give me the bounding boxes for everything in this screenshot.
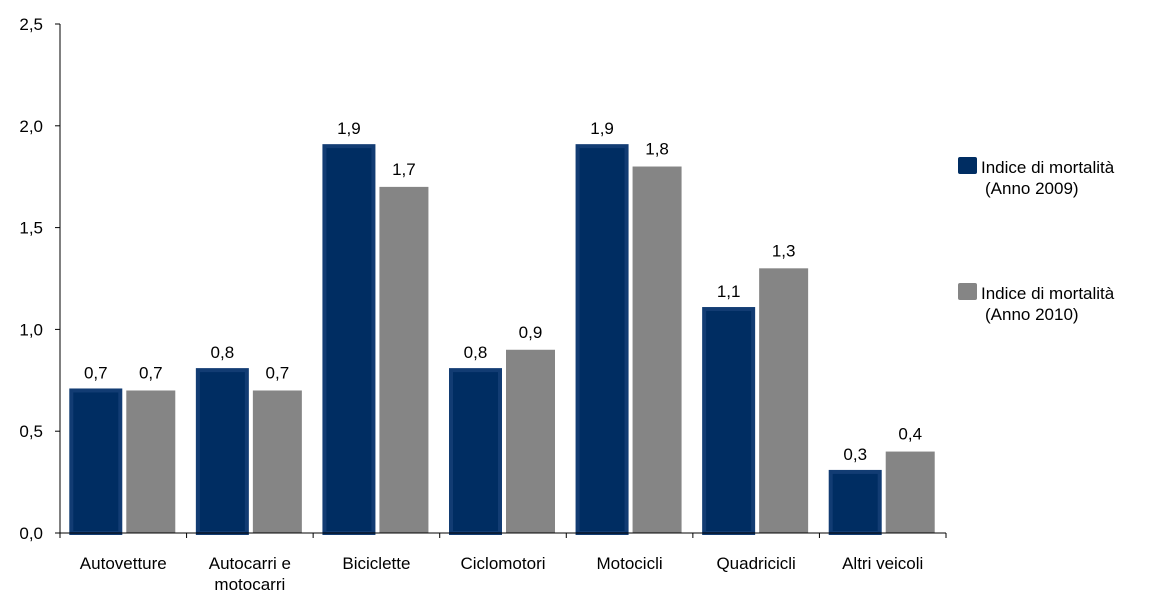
- data-label: 1,3: [772, 241, 796, 260]
- data-label: 0,9: [519, 323, 543, 342]
- y-tick-label: 2,0: [19, 117, 43, 136]
- x-tick-label: Altri veicoli: [842, 554, 923, 573]
- data-label: 0,8: [464, 343, 488, 362]
- y-tick-label: 2,5: [19, 15, 43, 34]
- x-tick-label: Biciclette: [342, 554, 410, 573]
- bar-series-2-cat-2: [252, 390, 302, 533]
- bars: [69, 144, 935, 536]
- bar-series-1-cat-2: [195, 368, 249, 535]
- bar-series-1-cat-4: [449, 368, 502, 535]
- data-label: 0,7: [84, 363, 108, 382]
- legend-swatch-2: [958, 283, 977, 300]
- y-tick-label: 0,0: [19, 524, 43, 543]
- y-tick-label: 0,5: [19, 422, 43, 441]
- data-labels: 0,7 0,7 0,8 0,7 1,9 1,7 0,8 0,9 1,9 1,8 1,1 1,3 0,3 0…: [84, 119, 922, 464]
- y-axis: 0,0 0,5 1,0 1,5 2,0 2,5: [19, 15, 61, 543]
- data-label: 1,8: [645, 140, 669, 159]
- data-label: 0,8: [211, 343, 235, 362]
- bar-series-1-cat-1: [69, 388, 123, 536]
- data-label: 1,7: [392, 160, 416, 179]
- x-axis: Autovetture Autocarri e motocarri Biciclett…: [59, 532, 947, 594]
- data-label: 0,7: [266, 363, 290, 382]
- y-tick-label: 1,0: [19, 320, 43, 339]
- bar-series-1-cat-3: [322, 144, 376, 535]
- bar-series-2-cat-6: [759, 268, 809, 533]
- data-label: 0,3: [843, 445, 867, 464]
- legend: Indice di mortalità (Anno 2009) Indice di …: [958, 157, 1115, 324]
- data-label: 1,1: [717, 282, 741, 301]
- y-tick-label: 1,5: [19, 219, 43, 238]
- bar-series-1-cat-6: [702, 307, 756, 536]
- bar-series-2-cat-1: [126, 390, 176, 533]
- bar-series-2-cat-4: [506, 349, 555, 533]
- legend-label-2: Indice di mortalità (Anno 2010): [981, 284, 1115, 324]
- bar-series-2-cat-7: [885, 451, 935, 533]
- legend-label-1: Indice di mortalità (Anno 2009): [981, 158, 1115, 198]
- data-label: 1,9: [337, 119, 361, 138]
- x-tick-label: Autocarri e motocarri: [209, 554, 291, 594]
- x-tick-label: Quadricicli: [716, 554, 795, 573]
- x-tick-label: Motocicli: [597, 554, 663, 573]
- data-label: 0,7: [139, 363, 163, 382]
- bar-series-1-cat-5: [575, 144, 629, 535]
- bar-series-1-cat-7: [828, 469, 882, 536]
- data-label: 0,4: [898, 425, 922, 444]
- x-tick-label: Ciclomotori: [460, 554, 545, 573]
- bar-series-2-cat-3: [379, 186, 429, 533]
- bar-series-2-cat-5: [632, 166, 682, 533]
- data-label: 1,9: [590, 119, 614, 138]
- x-tick-label: Autovetture: [80, 554, 167, 573]
- legend-swatch-1: [958, 157, 977, 174]
